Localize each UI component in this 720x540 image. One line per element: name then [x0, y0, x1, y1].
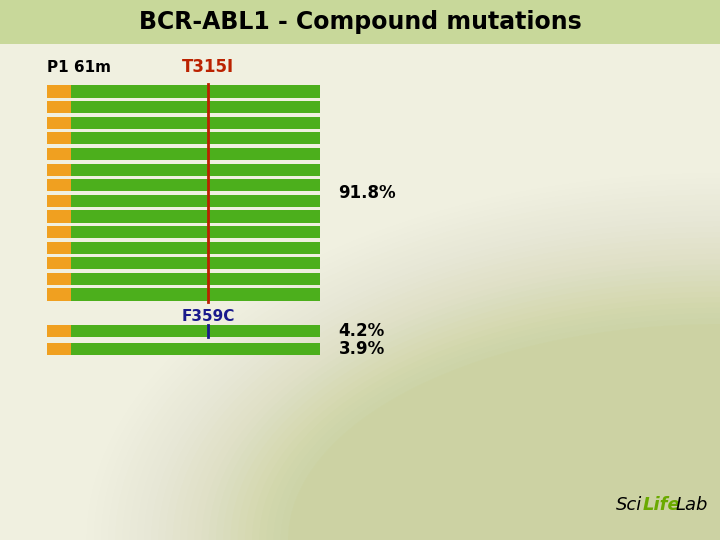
Bar — [71, 343, 320, 355]
Text: Sci: Sci — [616, 496, 642, 514]
Bar — [0, 0, 720, 44]
Bar — [47, 273, 71, 285]
Bar — [71, 148, 320, 160]
Bar — [47, 226, 71, 238]
Bar — [71, 101, 320, 113]
Bar — [71, 211, 320, 222]
Bar — [71, 132, 320, 145]
Bar — [47, 85, 71, 98]
Bar — [47, 211, 71, 222]
Bar — [47, 179, 71, 191]
Bar — [71, 226, 320, 238]
Bar — [47, 288, 71, 301]
Text: 3.9%: 3.9% — [338, 340, 384, 359]
Bar — [71, 257, 320, 269]
Bar — [71, 288, 320, 301]
Bar — [71, 195, 320, 207]
Bar — [47, 325, 71, 337]
Bar — [71, 325, 320, 337]
Text: 4.2%: 4.2% — [338, 322, 384, 340]
Bar — [47, 241, 71, 254]
Bar — [71, 85, 320, 98]
Bar — [71, 117, 320, 129]
Bar — [47, 343, 71, 355]
Bar — [47, 164, 71, 176]
Bar — [47, 132, 71, 145]
Text: BCR-ABL1 - Compound mutations: BCR-ABL1 - Compound mutations — [139, 10, 581, 34]
Text: 91.8%: 91.8% — [338, 184, 396, 202]
Bar — [47, 117, 71, 129]
Bar — [71, 273, 320, 285]
Bar — [47, 148, 71, 160]
Text: F359C: F359C — [181, 309, 235, 324]
Bar — [47, 257, 71, 269]
Bar — [71, 241, 320, 254]
Text: T315I: T315I — [182, 58, 234, 77]
Text: P1 61m: P1 61m — [47, 60, 111, 75]
Bar — [47, 101, 71, 113]
Bar — [47, 195, 71, 207]
Bar — [71, 179, 320, 191]
Text: Life: Life — [643, 496, 680, 514]
Bar — [71, 164, 320, 176]
Text: Lab: Lab — [675, 496, 708, 514]
